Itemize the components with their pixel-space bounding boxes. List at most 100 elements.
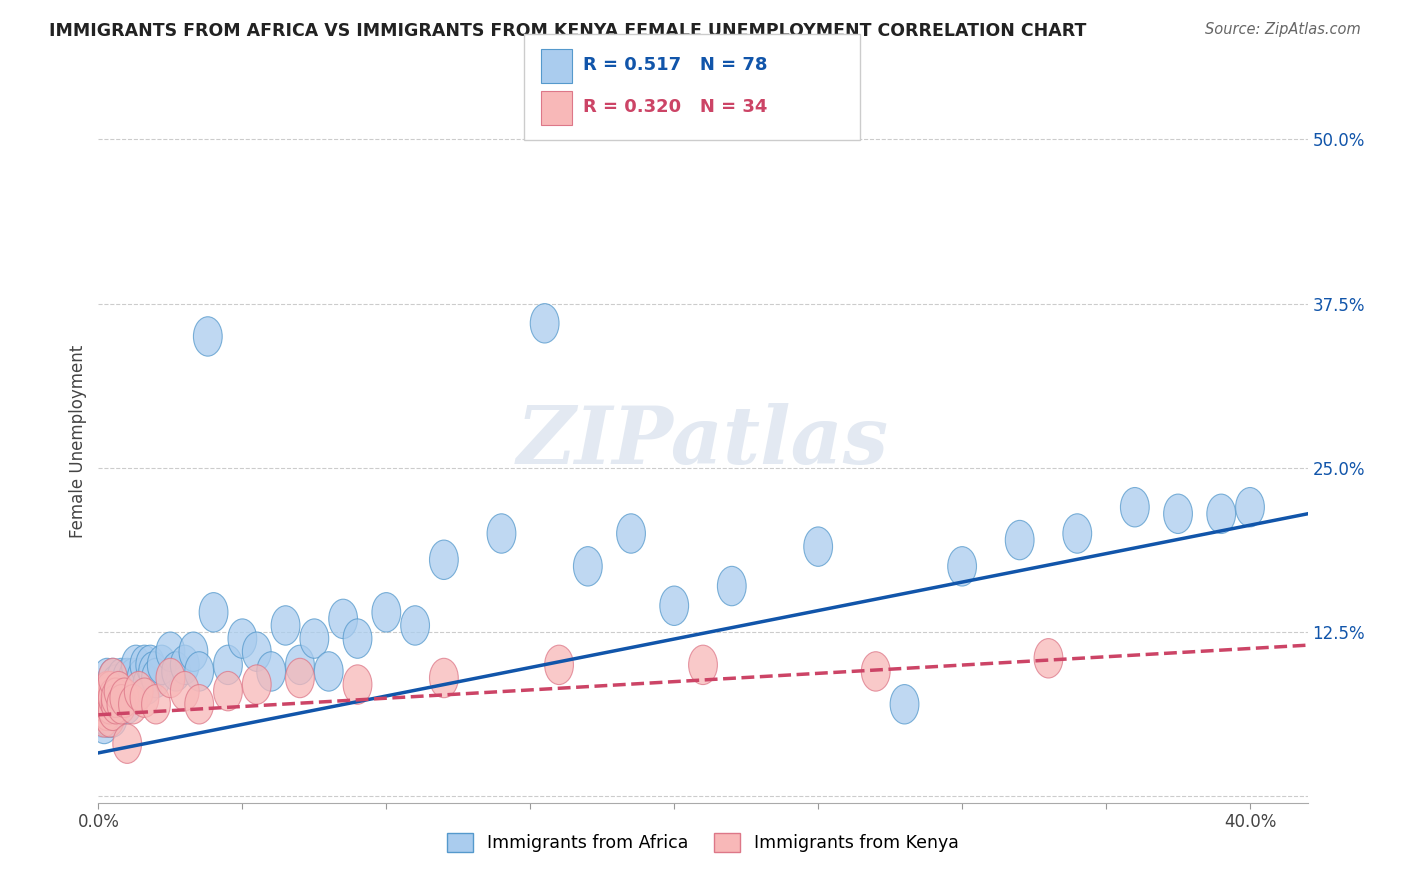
Ellipse shape	[142, 658, 170, 698]
Ellipse shape	[93, 672, 121, 711]
Ellipse shape	[96, 698, 124, 737]
Ellipse shape	[104, 672, 134, 711]
Ellipse shape	[184, 652, 214, 691]
Ellipse shape	[890, 684, 920, 724]
Ellipse shape	[156, 658, 184, 698]
Ellipse shape	[429, 540, 458, 580]
Text: ZIPatlas: ZIPatlas	[517, 403, 889, 480]
Ellipse shape	[1005, 520, 1033, 560]
Ellipse shape	[343, 619, 373, 658]
Ellipse shape	[110, 672, 139, 711]
Ellipse shape	[98, 658, 127, 698]
Ellipse shape	[184, 684, 214, 724]
Ellipse shape	[118, 658, 148, 698]
Ellipse shape	[124, 672, 153, 711]
Text: IMMIGRANTS FROM AFRICA VS IMMIGRANTS FROM KENYA FEMALE UNEMPLOYMENT CORRELATION : IMMIGRANTS FROM AFRICA VS IMMIGRANTS FRO…	[49, 22, 1087, 40]
Ellipse shape	[862, 652, 890, 691]
Ellipse shape	[93, 684, 121, 724]
Ellipse shape	[214, 672, 242, 711]
Ellipse shape	[93, 691, 121, 731]
Ellipse shape	[170, 645, 200, 684]
Ellipse shape	[98, 672, 127, 711]
Ellipse shape	[98, 658, 127, 698]
Ellipse shape	[343, 665, 373, 705]
Ellipse shape	[87, 684, 115, 724]
Ellipse shape	[118, 684, 148, 724]
Ellipse shape	[1121, 488, 1149, 527]
Ellipse shape	[101, 665, 131, 705]
Ellipse shape	[242, 665, 271, 705]
Ellipse shape	[90, 672, 118, 711]
Ellipse shape	[90, 684, 118, 724]
Ellipse shape	[242, 632, 271, 672]
Ellipse shape	[162, 652, 191, 691]
Ellipse shape	[96, 691, 124, 731]
Ellipse shape	[1033, 639, 1063, 678]
Ellipse shape	[131, 678, 159, 717]
Ellipse shape	[486, 514, 516, 553]
Ellipse shape	[87, 698, 115, 737]
Ellipse shape	[124, 672, 153, 711]
Ellipse shape	[104, 672, 134, 711]
Ellipse shape	[136, 645, 165, 684]
Ellipse shape	[107, 684, 136, 724]
Ellipse shape	[98, 678, 127, 717]
Ellipse shape	[285, 645, 315, 684]
Ellipse shape	[101, 678, 131, 717]
Ellipse shape	[93, 698, 121, 737]
Text: R = 0.320   N = 34: R = 0.320 N = 34	[583, 98, 768, 116]
Ellipse shape	[90, 698, 118, 737]
Ellipse shape	[96, 684, 124, 724]
Ellipse shape	[373, 592, 401, 632]
Ellipse shape	[107, 684, 136, 724]
Ellipse shape	[87, 691, 115, 731]
Ellipse shape	[93, 658, 121, 698]
Ellipse shape	[530, 303, 560, 343]
Ellipse shape	[110, 678, 139, 717]
Ellipse shape	[93, 672, 121, 711]
Ellipse shape	[98, 698, 127, 737]
Ellipse shape	[948, 547, 977, 586]
Ellipse shape	[96, 678, 124, 717]
Ellipse shape	[112, 724, 142, 764]
Ellipse shape	[93, 678, 121, 717]
Ellipse shape	[96, 684, 124, 724]
Ellipse shape	[804, 527, 832, 566]
Ellipse shape	[214, 645, 242, 684]
Ellipse shape	[90, 678, 118, 717]
Ellipse shape	[544, 645, 574, 684]
Ellipse shape	[104, 684, 134, 724]
Ellipse shape	[115, 672, 145, 711]
Ellipse shape	[107, 658, 136, 698]
Ellipse shape	[257, 652, 285, 691]
Ellipse shape	[200, 592, 228, 632]
Ellipse shape	[717, 566, 747, 606]
Legend: Immigrants from Africa, Immigrants from Kenya: Immigrants from Africa, Immigrants from …	[440, 826, 966, 859]
Ellipse shape	[142, 684, 170, 724]
Ellipse shape	[131, 645, 159, 684]
Ellipse shape	[299, 619, 329, 658]
Ellipse shape	[156, 632, 184, 672]
Ellipse shape	[96, 672, 124, 711]
Ellipse shape	[429, 658, 458, 698]
Ellipse shape	[127, 658, 156, 698]
Ellipse shape	[101, 678, 131, 717]
Ellipse shape	[101, 684, 131, 724]
Ellipse shape	[148, 645, 176, 684]
Ellipse shape	[315, 652, 343, 691]
Ellipse shape	[139, 652, 167, 691]
Ellipse shape	[98, 691, 127, 731]
Ellipse shape	[96, 698, 124, 737]
Text: Source: ZipAtlas.com: Source: ZipAtlas.com	[1205, 22, 1361, 37]
Ellipse shape	[98, 691, 127, 731]
Ellipse shape	[617, 514, 645, 553]
Ellipse shape	[401, 606, 429, 645]
Ellipse shape	[90, 691, 118, 731]
Ellipse shape	[98, 684, 127, 724]
Ellipse shape	[1063, 514, 1091, 553]
Ellipse shape	[179, 632, 208, 672]
Ellipse shape	[121, 645, 150, 684]
Ellipse shape	[271, 606, 299, 645]
Ellipse shape	[1236, 488, 1264, 527]
Ellipse shape	[134, 665, 162, 705]
